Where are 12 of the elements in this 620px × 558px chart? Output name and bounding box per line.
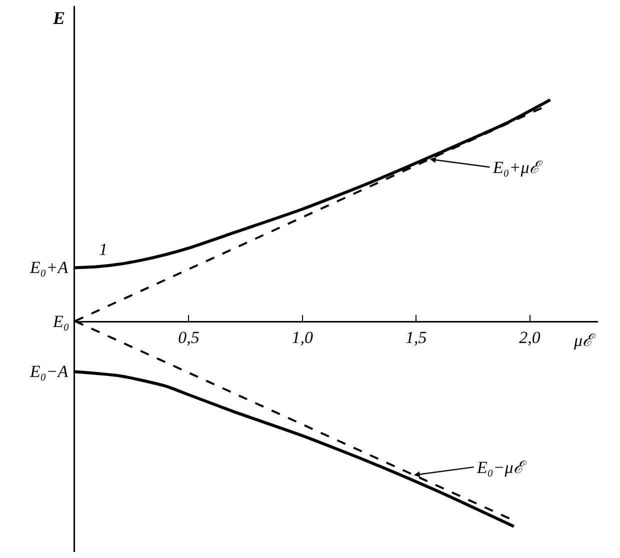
annotation: 1 xyxy=(99,240,108,259)
x-tick-label: 1,0 xyxy=(292,328,314,347)
annotation: E₀+μℰ xyxy=(492,158,542,177)
y-axis-title: E xyxy=(52,8,66,28)
annotation: E₀−A xyxy=(29,362,69,381)
x-tick-label: 0,5 xyxy=(178,328,200,347)
x-axis-title: μℰ xyxy=(573,331,596,350)
annotation: E₀−μℰ xyxy=(476,458,526,477)
annotation: E₀+A xyxy=(29,258,69,277)
x-tick-label: 2,0 xyxy=(519,328,541,347)
x-tick-label: 1,5 xyxy=(405,328,427,347)
annotation: E₀ xyxy=(52,312,70,331)
